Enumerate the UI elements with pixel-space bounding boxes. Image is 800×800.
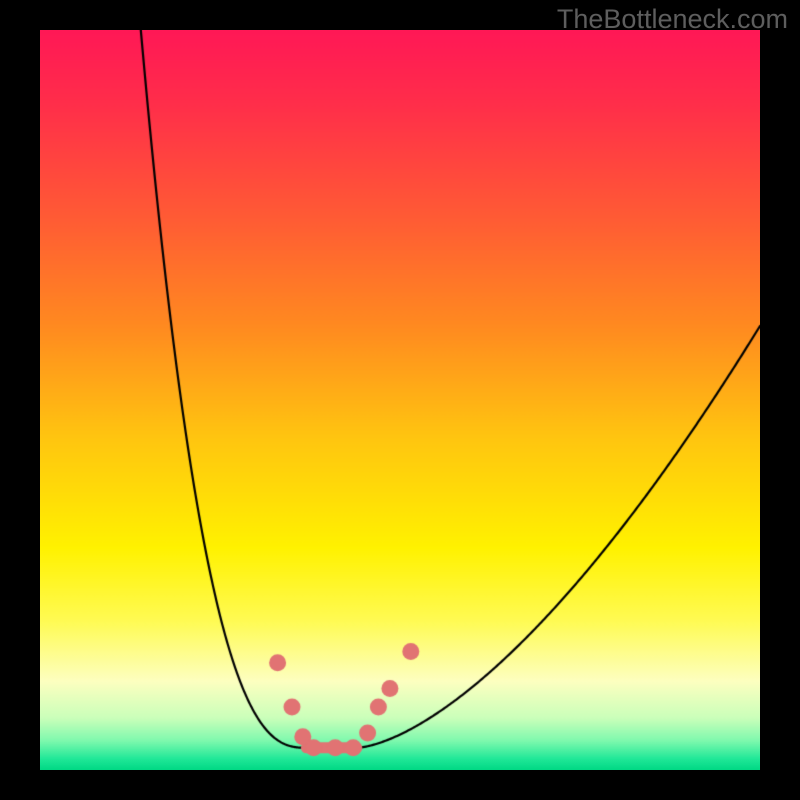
chart-stage: TheBottleneck.com: [0, 0, 800, 800]
watermark-label: TheBottleneck.com: [557, 4, 788, 35]
bottleneck-curve-chart: [40, 30, 760, 770]
